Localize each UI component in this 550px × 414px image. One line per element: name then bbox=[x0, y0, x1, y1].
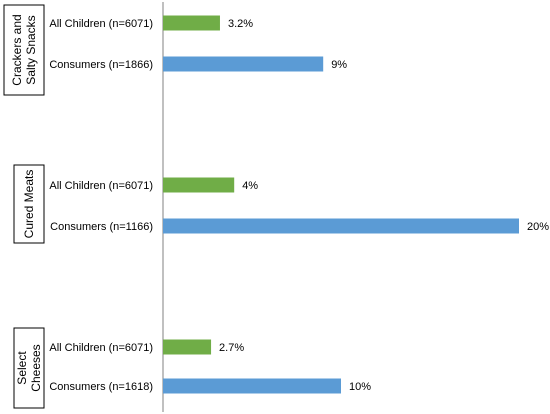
category-label: Consumers (n=1618) bbox=[49, 381, 153, 393]
bar-all-children bbox=[163, 15, 220, 31]
category-label: Consumers (n=1866) bbox=[49, 59, 153, 71]
bar-consumers bbox=[163, 218, 519, 234]
group-label: Select Cheeses bbox=[13, 327, 45, 409]
group-label: Cured Meats bbox=[13, 164, 45, 244]
group-label-text: Crackers and bbox=[10, 14, 24, 85]
group-label-text: Cured Meats bbox=[22, 170, 36, 239]
data-label: 4% bbox=[242, 180, 258, 192]
data-label: 2.7% bbox=[219, 342, 244, 354]
bar-all-children bbox=[163, 177, 235, 193]
category-label: Consumers (n=1166) bbox=[50, 221, 153, 233]
category-label: All Children (n=6071) bbox=[49, 180, 153, 192]
data-label: 3.2% bbox=[228, 18, 253, 30]
group-label: Crackers and Salty Snacks bbox=[3, 4, 45, 96]
bar-all-children bbox=[163, 339, 212, 355]
group-label-box bbox=[3, 4, 45, 96]
group-label-box bbox=[13, 164, 45, 244]
category-label: All Children (n=6071) bbox=[49, 18, 153, 30]
group-label-text: Salty Snacks bbox=[24, 15, 38, 84]
group-label-text: Cheeses bbox=[29, 344, 43, 391]
data-label: 9% bbox=[331, 59, 347, 71]
bar-consumers bbox=[163, 378, 341, 394]
group-label-text: Select bbox=[15, 351, 29, 385]
group-label-box bbox=[13, 327, 45, 409]
bar-consumers bbox=[163, 56, 324, 72]
data-label: 20% bbox=[527, 221, 549, 233]
category-label: All Children (n=6071) bbox=[49, 342, 153, 354]
data-label: 10% bbox=[349, 381, 371, 393]
